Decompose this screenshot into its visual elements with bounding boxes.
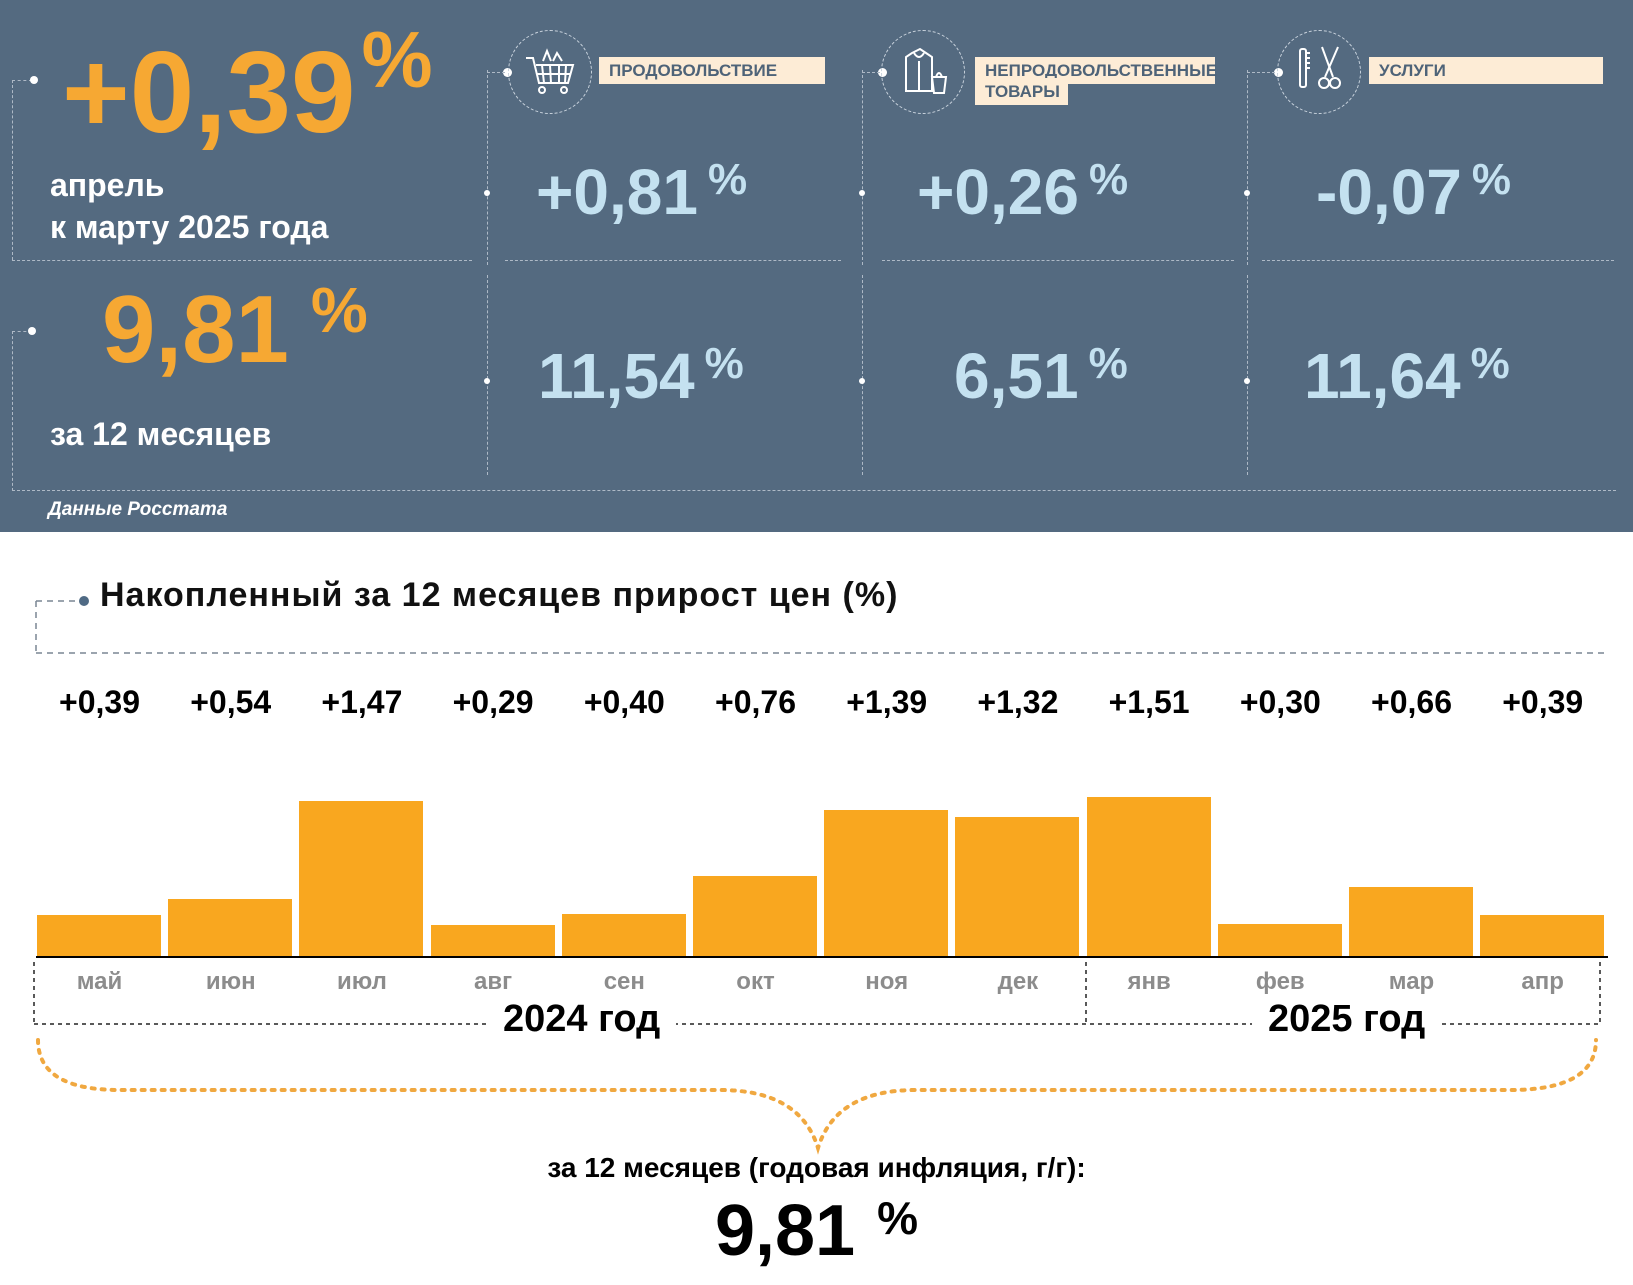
bar-value-label: +0,66 xyxy=(1371,684,1452,720)
services-monthly-value: -0,07% xyxy=(1316,155,1511,228)
source-note: Данные Росстата xyxy=(48,499,228,520)
bar-value-label: +0,76 xyxy=(715,684,796,720)
services-annual-value: 11,64% xyxy=(1304,339,1510,412)
month-tick-label: окт xyxy=(736,968,775,995)
monthly-caption: апрель к марту 2025 года xyxy=(50,164,328,248)
bar-value-label: +1,39 xyxy=(846,684,928,720)
nonfood-monthly-value: +0,26% xyxy=(917,155,1129,228)
summary-caption: за 12 месяцев (годовая инфляция, г/г): xyxy=(547,1152,1086,1183)
bar-value-label: +0,29 xyxy=(452,684,534,720)
bracket-line xyxy=(12,80,13,260)
bar-8 xyxy=(1086,797,1211,956)
month-tick-label: май xyxy=(76,968,123,995)
bar-value-label: +0,39 xyxy=(59,684,140,720)
month-tick-label: фев xyxy=(1255,968,1305,995)
column-separator xyxy=(862,70,863,265)
divider-line xyxy=(12,490,1616,491)
month-tick-label: мар xyxy=(1388,968,1435,995)
month-tick-label: июл xyxy=(336,968,387,995)
month-tick-label: авг xyxy=(474,968,513,995)
bracket-line xyxy=(12,331,13,491)
bar-4 xyxy=(561,913,686,956)
bracket-line xyxy=(12,80,32,81)
bullet-dot xyxy=(484,378,490,384)
annual-inflation-value: 9,81% xyxy=(102,274,368,383)
bar-value-label: +1,32 xyxy=(977,684,1059,720)
year-label-2024: 2024 год xyxy=(487,998,677,1041)
column-separator xyxy=(487,275,488,475)
bullet-dot xyxy=(859,378,865,384)
category-label-services: УСЛУГИ xyxy=(1369,57,1603,84)
summary-value: 9,81% xyxy=(714,1191,919,1271)
bar-11 xyxy=(1480,914,1605,956)
bar-value-label: +1,51 xyxy=(1108,684,1190,720)
divider-line xyxy=(505,260,841,261)
month-tick-label: апр xyxy=(1521,968,1564,995)
bullet-dot xyxy=(30,76,38,84)
bullet-dot xyxy=(859,190,865,196)
divider-line xyxy=(1262,260,1614,261)
bullet-dot xyxy=(1244,190,1250,196)
category-label-food: ПРОДОВОЛЬСТВИЕ xyxy=(599,57,825,84)
column-separator xyxy=(487,70,488,265)
bracket-line xyxy=(12,331,32,332)
bullet-dot xyxy=(503,68,512,77)
column-separator xyxy=(1247,275,1248,475)
summary-panel: +0,39% апрель к марту 2025 года 9,81% за… xyxy=(0,0,1633,532)
nonfood-annual-value: 6,51% xyxy=(954,339,1128,412)
food-monthly-value: +0,81% xyxy=(536,155,748,228)
bullet-dot xyxy=(1244,378,1250,384)
bar-5 xyxy=(693,875,817,956)
bar-value-label: +0,30 xyxy=(1239,684,1321,720)
bar-0 xyxy=(37,914,161,956)
divider-line xyxy=(12,260,472,261)
bar-3 xyxy=(430,925,555,956)
bar-value-label: +0,54 xyxy=(190,684,272,720)
bracket-line xyxy=(862,72,880,73)
bracket-line xyxy=(1247,72,1275,73)
monthly-inflation-value: +0,39% xyxy=(62,15,433,157)
column-separator xyxy=(862,275,863,475)
bracket-line xyxy=(487,72,505,73)
month-tick-label: ноя xyxy=(865,968,909,995)
bar-2 xyxy=(299,801,424,956)
bullet-dot xyxy=(28,327,36,335)
bar-6 xyxy=(824,809,949,956)
bar-value-label: +1,47 xyxy=(321,684,403,720)
monthly-caption-line1: апрель xyxy=(50,167,165,203)
bar-value-label: +0,40 xyxy=(583,684,665,720)
bar-9 xyxy=(1217,924,1342,956)
month-tick-label: сен xyxy=(603,968,645,995)
category-label-nonfood-line2: ТОВАРЫ xyxy=(975,78,1068,105)
bullet-dot xyxy=(484,190,490,196)
annual-caption: за 12 месяцев xyxy=(50,416,272,452)
column-separator xyxy=(1247,70,1248,265)
scissors-comb-icon xyxy=(1277,30,1361,114)
month-tick-label: дек xyxy=(997,968,1039,995)
clothing-bag-icon xyxy=(881,30,965,114)
month-tick-label: янв xyxy=(1127,968,1171,995)
month-tick-label: июн xyxy=(205,968,256,995)
bar-1 xyxy=(168,899,293,956)
monthly-caption-line2: к марту 2025 года xyxy=(50,209,329,245)
bar-value-label: +0,39 xyxy=(1502,684,1584,720)
bar-10 xyxy=(1349,886,1473,956)
divider-line xyxy=(882,260,1234,261)
food-annual-value: 11,54% xyxy=(538,339,744,412)
year-label-2025: 2025 год xyxy=(1252,998,1442,1041)
bar-7 xyxy=(955,817,1080,956)
chart-title: Накопленный за 12 месяцев прирост цен (%… xyxy=(100,576,899,614)
shopping-cart-icon xyxy=(508,30,592,114)
